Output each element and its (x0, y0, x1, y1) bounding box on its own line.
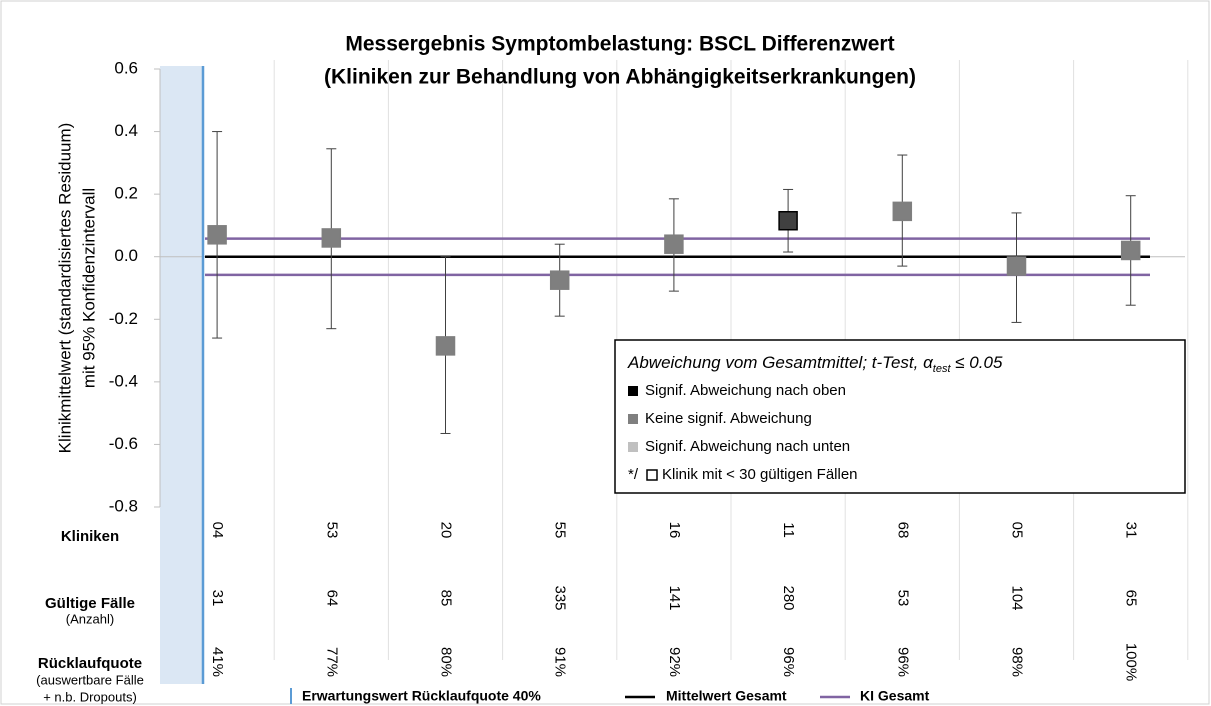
table-cell: 65 (1123, 590, 1140, 607)
y-tick-label: -0.8 (109, 496, 138, 515)
legend-label: Signif. Abweichung nach oben (645, 382, 846, 399)
y-tick-label: 0.4 (114, 121, 138, 140)
point (1120, 240, 1141, 261)
table-cell: 280 (780, 585, 797, 610)
point (664, 234, 684, 254)
legend-label: Mittelwert Gesamt (666, 688, 787, 704)
y-tick-label: 0.2 (114, 184, 138, 203)
table-cell: 96% (780, 647, 797, 677)
table-cell: 53 (323, 522, 340, 539)
legend-note-prefix: */ (628, 466, 639, 483)
table-cell: 31 (209, 590, 226, 607)
point (1006, 256, 1027, 276)
table-cell: 100% (1123, 643, 1140, 681)
table-cell: 335 (552, 585, 569, 610)
table-cell: 104 (1009, 585, 1026, 610)
table-cell: 64 (323, 590, 340, 607)
point (778, 210, 798, 231)
expected-band (160, 66, 203, 684)
table-cell: 80% (438, 647, 455, 677)
legend-label: Erwartungswert Rücklaufquote 40% (302, 688, 541, 704)
row-sublabel: (auswertbare Fälle (36, 672, 144, 687)
legend-box (614, 339, 1186, 494)
y-tick-label: 0.0 (114, 246, 138, 265)
point (321, 228, 342, 248)
table-cell: 92% (666, 647, 683, 677)
legend-swatch (628, 414, 638, 424)
row-label: Kliniken (61, 528, 119, 545)
legend-swatch (628, 386, 638, 396)
table-cell: 53 (894, 590, 911, 607)
table-cell: 04 (209, 522, 226, 539)
point (549, 270, 570, 290)
legend-label: Signif. Abweichung nach unten (645, 438, 850, 455)
y-tick-label: -0.2 (109, 309, 138, 328)
y-tick-label: -0.4 (109, 371, 138, 390)
table-cell: 20 (438, 522, 455, 539)
y-axis-label: mit 95% Konfidenzintervall (79, 188, 98, 388)
table-cell: 31 (1123, 522, 1140, 539)
legend-label: KI Gesamt (860, 688, 930, 704)
chart-title: Messergebnis Symptombelastung: BSCL Diff… (345, 33, 894, 56)
row-label: Gültige Fälle (45, 595, 135, 612)
row-sublabel: + n.b. Dropouts) (43, 689, 137, 704)
table-cell: 68 (894, 522, 911, 539)
legend-title-main: Abweichung vom Gesamtmittel; t-Test, α (627, 353, 934, 372)
y-tick-label: -0.6 (109, 434, 138, 453)
legend-title-sub: test (933, 363, 952, 375)
table-cell: 98% (1009, 647, 1026, 677)
table-cell: 16 (666, 522, 683, 539)
row-sublabel: (Anzahl) (66, 611, 114, 626)
table-cell: 141 (666, 585, 683, 610)
legend-label: Klinik mit < 30 gültigen Fällen (662, 466, 858, 483)
table-cell: 05 (1009, 522, 1026, 539)
table-cell: 41% (209, 647, 226, 677)
legend-swatch-open (646, 469, 658, 481)
table-cell: 91% (552, 647, 569, 677)
y-tick-label: 0.6 (114, 58, 138, 77)
point (207, 225, 227, 245)
table-cell: 55 (552, 522, 569, 539)
y-axis-label: Klinikmittelwert (standardisiertes Resid… (55, 123, 74, 454)
legend-title-end: ≤ 0.05 (951, 353, 1003, 372)
legend-label: Keine signif. Abweichung (645, 410, 812, 427)
point (892, 201, 913, 222)
legend-swatch (628, 442, 638, 452)
table-cell: 77% (323, 647, 340, 677)
point (435, 336, 456, 356)
chart-title: (Kliniken zur Behandlung von Abhängigkei… (324, 66, 916, 89)
row-label: Rücklaufquote (38, 655, 142, 672)
table-cell: 85 (438, 590, 455, 607)
table-cell: 96% (894, 647, 911, 677)
table-cell: 11 (780, 522, 797, 538)
legend-title: Abweichung vom Gesamtmittel; t-Test, αte… (627, 353, 1003, 374)
